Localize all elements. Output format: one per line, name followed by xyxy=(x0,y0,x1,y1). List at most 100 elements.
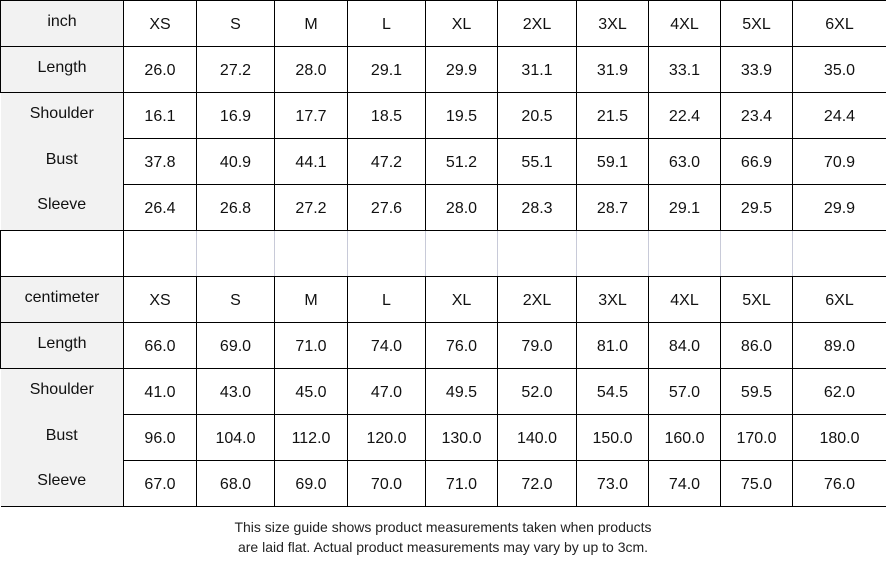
row-label: Length xyxy=(1,47,124,93)
measurement-cell: 71.0 xyxy=(275,323,348,369)
measurement-cell: 26.8 xyxy=(197,185,275,231)
row-label: Bust xyxy=(1,415,124,461)
empty-cell xyxy=(275,231,348,277)
size-header: 4XL xyxy=(649,1,721,47)
measurement-cell: 45.0 xyxy=(275,369,348,415)
size-header: 2XL xyxy=(498,1,577,47)
size-header: XS xyxy=(124,277,197,323)
measurement-cell: 170.0 xyxy=(721,415,793,461)
size-header: 4XL xyxy=(649,277,721,323)
measurement-cell: 49.5 xyxy=(426,369,498,415)
size-header: 5XL xyxy=(721,277,793,323)
note-line-1: This size guide shows product measuremen… xyxy=(0,517,886,537)
measurement-cell: 22.4 xyxy=(649,93,721,139)
measurement-cell: 24.4 xyxy=(793,93,886,139)
measurement-cell: 130.0 xyxy=(426,415,498,461)
measurement-cell: 66.9 xyxy=(721,139,793,185)
size-header: 2XL xyxy=(498,277,577,323)
measurement-cell: 19.5 xyxy=(426,93,498,139)
size-header: M xyxy=(275,1,348,47)
measurement-cell: 44.1 xyxy=(275,139,348,185)
measurement-cell: 33.1 xyxy=(649,47,721,93)
measurement-cell: 17.7 xyxy=(275,93,348,139)
measurement-cell: 55.1 xyxy=(498,139,577,185)
measurement-cell: 41.0 xyxy=(124,369,197,415)
row-label: Sleeve xyxy=(1,461,124,507)
size-header: XL xyxy=(426,277,498,323)
measurement-cell: 27.2 xyxy=(197,47,275,93)
measurement-cell: 180.0 xyxy=(793,415,886,461)
measurement-cell: 86.0 xyxy=(721,323,793,369)
size-header: M xyxy=(275,277,348,323)
measurement-cell: 89.0 xyxy=(793,323,886,369)
unit-header: centimeter xyxy=(1,277,124,323)
measurement-cell: 59.1 xyxy=(577,139,649,185)
measurement-cell: 67.0 xyxy=(124,461,197,507)
measurement-cell: 96.0 xyxy=(124,415,197,461)
size-header: S xyxy=(197,277,275,323)
empty-cell xyxy=(721,231,793,277)
measurement-cell: 20.5 xyxy=(498,93,577,139)
measurement-cell: 28.0 xyxy=(426,185,498,231)
measurement-cell: 74.0 xyxy=(649,461,721,507)
measurement-cell: 68.0 xyxy=(197,461,275,507)
measurement-cell: 43.0 xyxy=(197,369,275,415)
empty-cell xyxy=(1,231,124,277)
size-header: 6XL xyxy=(793,277,886,323)
empty-cell xyxy=(197,231,275,277)
size-header: XL xyxy=(426,1,498,47)
measurement-cell: 62.0 xyxy=(793,369,886,415)
size-header: 5XL xyxy=(721,1,793,47)
row-label: Bust xyxy=(1,139,124,185)
measurement-cell: 35.0 xyxy=(793,47,886,93)
measurement-cell: 59.5 xyxy=(721,369,793,415)
measurement-cell: 73.0 xyxy=(577,461,649,507)
measurement-cell: 31.9 xyxy=(577,47,649,93)
measurement-cell: 72.0 xyxy=(498,461,577,507)
measurement-cell: 52.0 xyxy=(498,369,577,415)
size-guide-note: This size guide shows product measuremen… xyxy=(0,507,886,565)
measurement-cell: 69.0 xyxy=(275,461,348,507)
measurement-cell: 79.0 xyxy=(498,323,577,369)
size-header: L xyxy=(348,1,426,47)
empty-cell xyxy=(793,231,886,277)
measurement-cell: 150.0 xyxy=(577,415,649,461)
measurement-cell: 28.7 xyxy=(577,185,649,231)
measurement-cell: 26.4 xyxy=(124,185,197,231)
spacer-row xyxy=(1,231,886,277)
measurement-cell: 31.1 xyxy=(498,47,577,93)
empty-cell xyxy=(577,231,649,277)
measurement-cell: 21.5 xyxy=(577,93,649,139)
row-label: Shoulder xyxy=(1,93,124,139)
measurement-cell: 66.0 xyxy=(124,323,197,369)
measurement-cell: 37.8 xyxy=(124,139,197,185)
size-header: 3XL xyxy=(577,277,649,323)
size-header: XS xyxy=(124,1,197,47)
measurement-cell: 54.5 xyxy=(577,369,649,415)
measurement-cell: 63.0 xyxy=(649,139,721,185)
measurement-cell: 69.0 xyxy=(197,323,275,369)
measurement-cell: 112.0 xyxy=(275,415,348,461)
measurement-cell: 47.0 xyxy=(348,369,426,415)
measurement-cell: 16.1 xyxy=(124,93,197,139)
size-header: 6XL xyxy=(793,1,886,47)
empty-cell xyxy=(348,231,426,277)
measurement-cell: 75.0 xyxy=(721,461,793,507)
measurement-cell: 23.4 xyxy=(721,93,793,139)
measurement-cell: 76.0 xyxy=(793,461,886,507)
measurement-cell: 104.0 xyxy=(197,415,275,461)
measurement-cell: 16.9 xyxy=(197,93,275,139)
measurement-cell: 27.6 xyxy=(348,185,426,231)
measurement-cell: 70.0 xyxy=(348,461,426,507)
measurement-cell: 27.2 xyxy=(275,185,348,231)
unit-header: inch xyxy=(1,1,124,47)
measurement-cell: 160.0 xyxy=(649,415,721,461)
